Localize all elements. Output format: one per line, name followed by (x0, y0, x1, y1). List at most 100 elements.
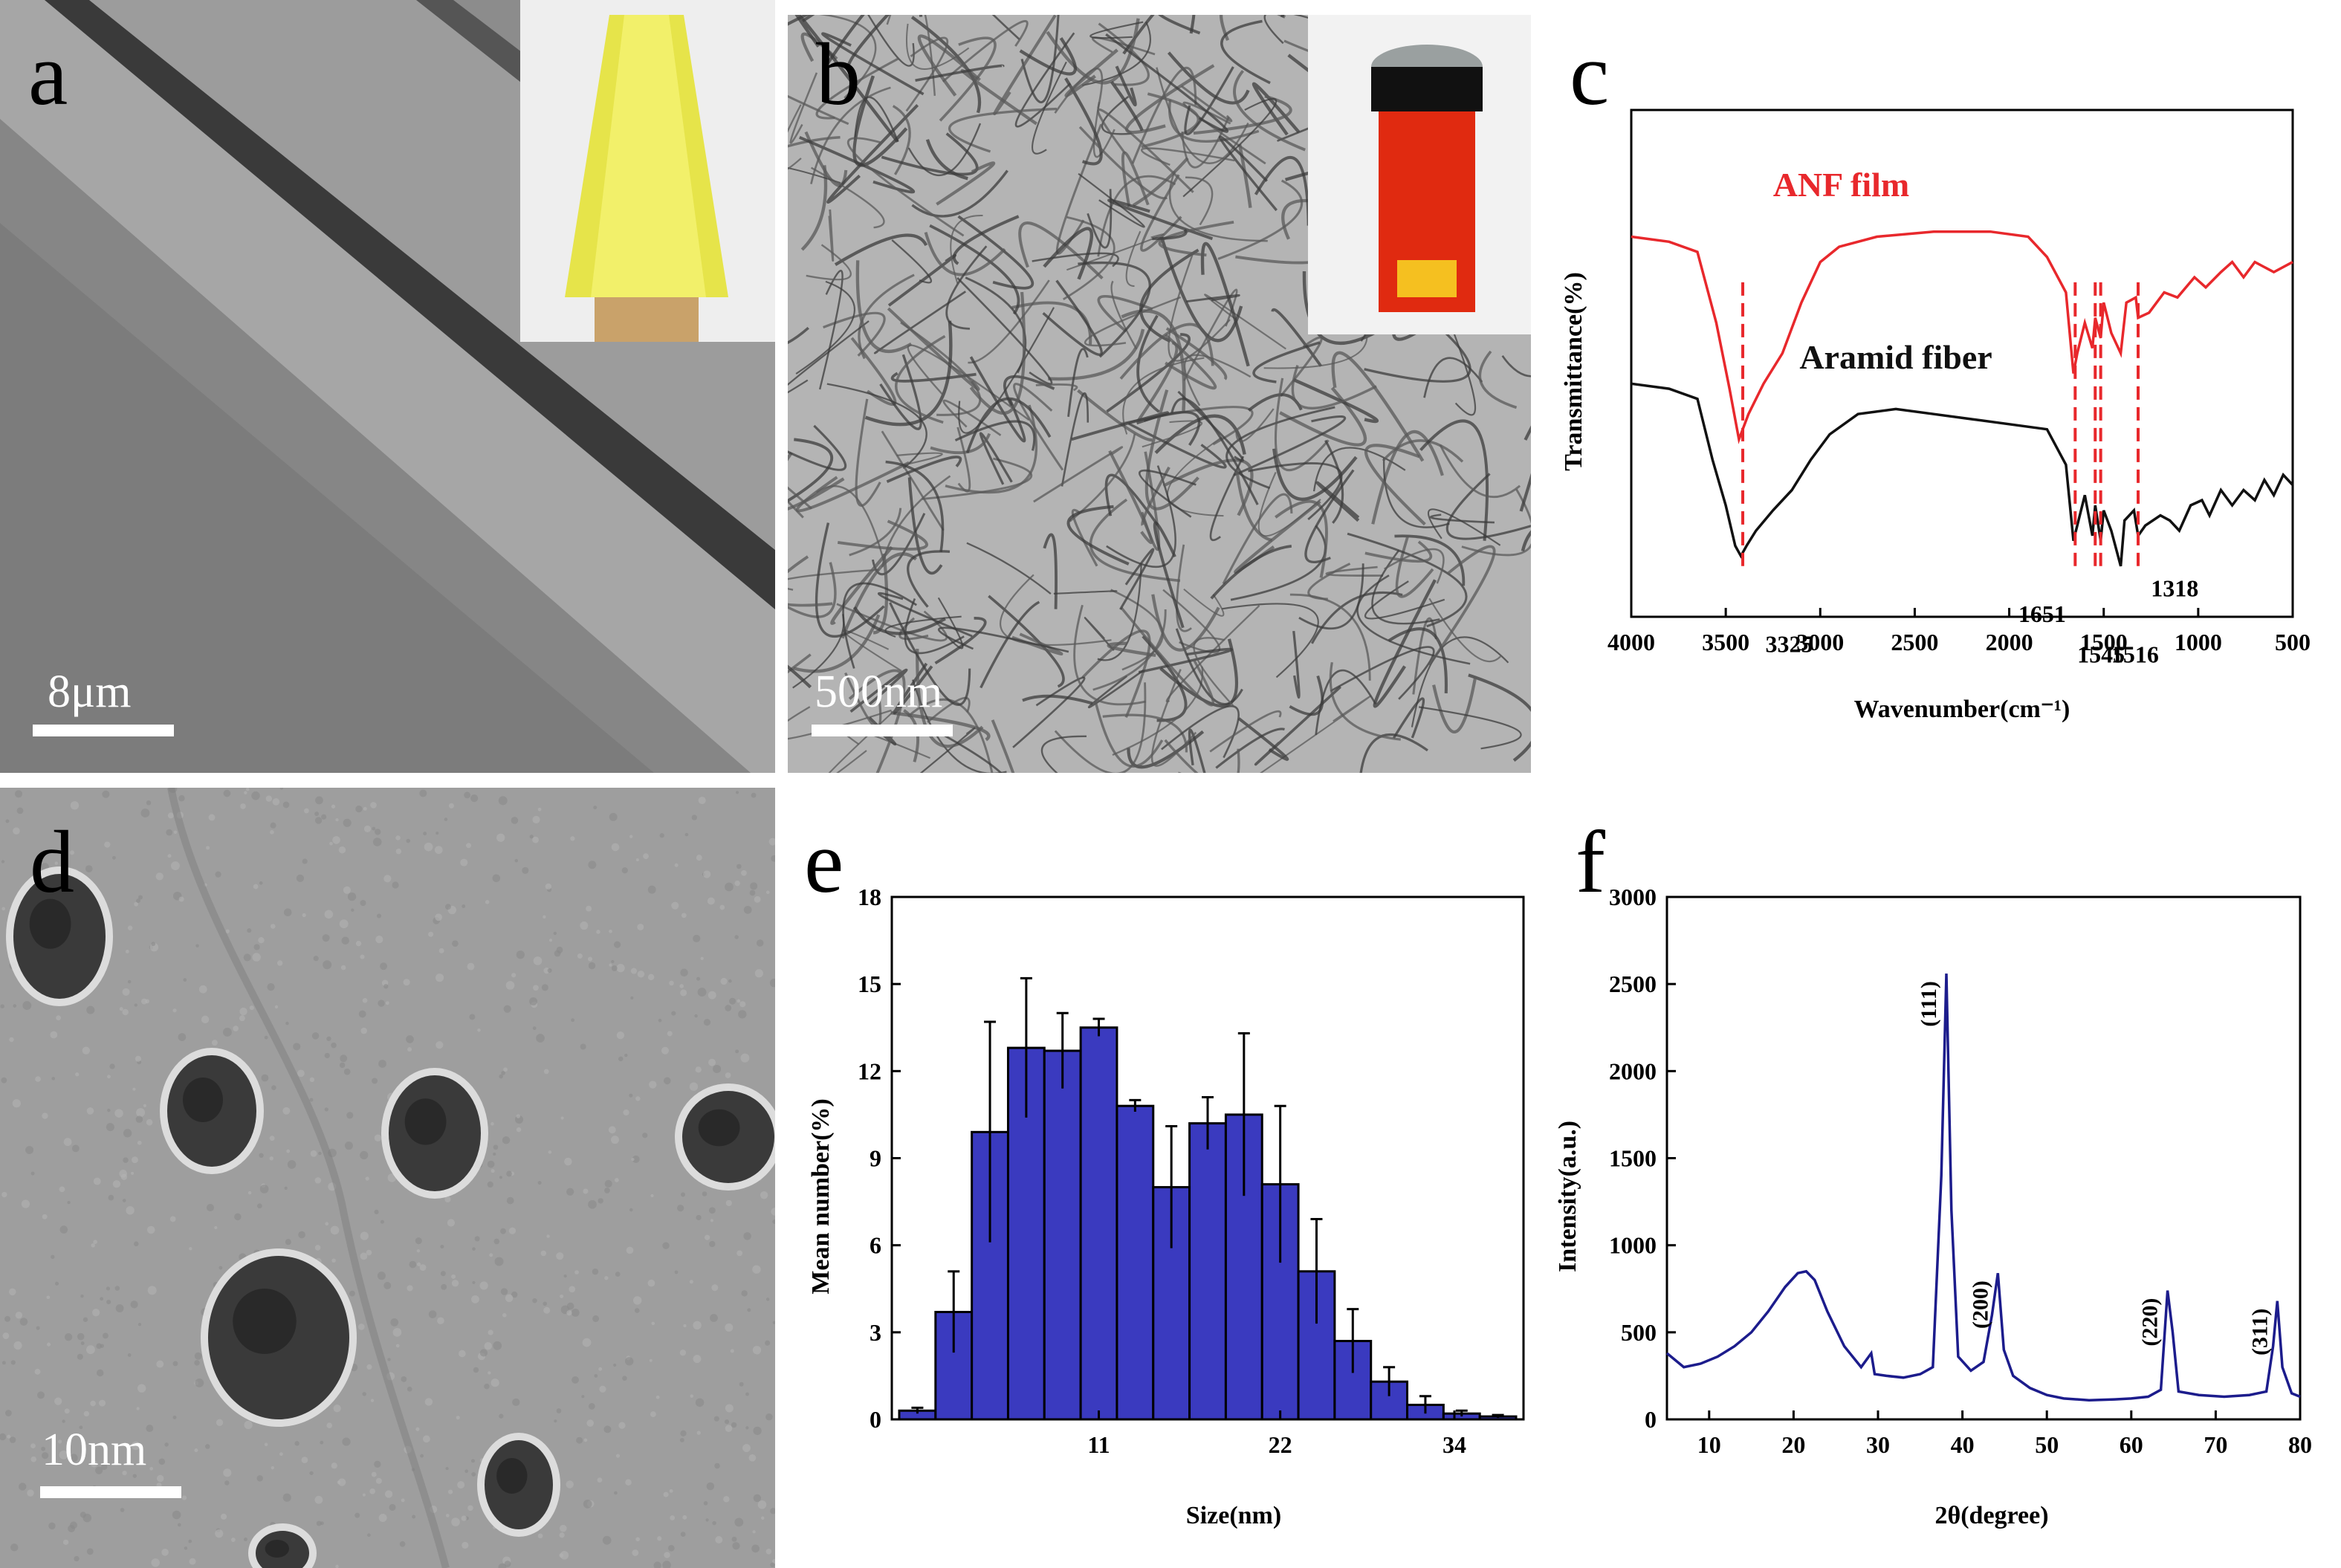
background-grain (146, 800, 152, 806)
nanofiber-strand (1063, 216, 1116, 300)
background-grain (71, 1144, 80, 1153)
background-grain (183, 978, 187, 982)
nanofiber-strand (1252, 341, 1321, 383)
background-grain (214, 1225, 218, 1230)
background-grain (506, 1196, 514, 1205)
nanofiber-strand (1084, 296, 1182, 347)
background-grain (566, 1302, 574, 1310)
background-grain (27, 1489, 34, 1497)
nanofiber-strand (800, 165, 828, 251)
background-grain (271, 1465, 274, 1470)
nanofiber-strand (1412, 617, 1437, 695)
nanofiber-strand (1260, 695, 1371, 773)
histogram-bar (1188, 1122, 1227, 1421)
background-grain (48, 1522, 56, 1530)
nanofiber-strand (924, 232, 1006, 276)
background-grain (106, 1299, 111, 1305)
nanofiber-strand (939, 36, 997, 122)
background-grain (583, 1438, 588, 1442)
y-tick-label: 3 (870, 1319, 881, 1346)
plot-frame (1665, 895, 2302, 1421)
nanofiber-strand (1156, 67, 1249, 164)
background-grain (629, 1208, 633, 1212)
nanofiber-strand (788, 653, 812, 674)
background-grain (752, 1530, 756, 1534)
background-grain (252, 953, 261, 962)
nanofiber-strand (1119, 548, 1155, 610)
background-grain (303, 808, 309, 814)
nanofiber-strand (1158, 15, 1201, 35)
background-grain (695, 1398, 705, 1407)
nanofiber-strand (1168, 99, 1260, 143)
background-grain (1, 860, 5, 864)
background-grain (64, 1332, 73, 1341)
y-tick-label: 18 (858, 884, 881, 910)
background-grain (286, 1149, 291, 1153)
nanofiber-strand (1043, 533, 1058, 609)
background-grain (543, 1306, 551, 1314)
x-tick-label: 1000 (2175, 629, 2222, 655)
background-grain (137, 895, 143, 900)
background-grain (371, 1471, 377, 1477)
background-grain (445, 1514, 450, 1517)
x-tick-label: 3500 (1702, 629, 1749, 655)
background-grain (743, 1232, 751, 1240)
background-grain (267, 982, 275, 991)
background-grain (725, 1425, 733, 1432)
background-grain (86, 1005, 95, 1014)
background-grain (220, 1513, 227, 1520)
background-grain (298, 1231, 305, 1239)
nanofiber-strand (788, 568, 879, 591)
nanofiber-strand (927, 696, 971, 724)
nanofiber-strand (1461, 488, 1531, 557)
nanofiber-strand (855, 398, 881, 507)
background-grain (130, 1300, 138, 1309)
background-grain (335, 1564, 339, 1568)
background-grain (760, 1191, 768, 1199)
nanofiber-strand (917, 34, 981, 97)
background-grain (415, 1427, 420, 1431)
background-grain (315, 796, 323, 805)
background-grain (696, 1214, 702, 1221)
series-line (1631, 382, 2294, 567)
background-grain (473, 1367, 479, 1373)
background-grain (42, 1214, 48, 1219)
background-grain (736, 1250, 743, 1257)
background-grain (41, 1446, 46, 1451)
background-grain (270, 924, 276, 929)
nanofiber-strand (1012, 676, 1086, 748)
background-grain (106, 1286, 110, 1291)
background-grain (472, 1280, 476, 1284)
background-grain (343, 1068, 351, 1075)
nanofiber-strand (879, 354, 922, 430)
nanofiber-strand (804, 131, 848, 187)
background-grain (546, 1234, 550, 1238)
background-grain (500, 1228, 506, 1234)
panel-letter-a: a (28, 25, 68, 123)
x-tick-label: 34 (1443, 1431, 1466, 1458)
nanofiber-strand (1097, 294, 1153, 333)
panel-e-histogram-chart: e Mean number(%) Size(nm) 0 3 6 9 12 15 18 11 22… (788, 788, 1538, 1568)
nanofiber-strand (864, 320, 953, 427)
background-grain (223, 789, 231, 797)
background-grain (309, 1471, 314, 1476)
background-grain (602, 1535, 612, 1545)
nanofiber-strand (919, 727, 976, 773)
background-grain (172, 1008, 177, 1013)
background-grain (484, 1342, 492, 1350)
background-grain (251, 791, 260, 800)
background-grain (734, 880, 740, 887)
background-grain (642, 1133, 648, 1138)
nanofiber-strand (1233, 70, 1306, 152)
nanofiber-strand (788, 451, 845, 511)
background-grain (390, 1318, 399, 1326)
background-grain (603, 1425, 612, 1433)
nanofiber-strand (1168, 251, 1231, 362)
nanofiber-strand (1048, 328, 1145, 381)
background-grain (732, 1542, 740, 1550)
background-grain (609, 930, 612, 933)
nanofiber-strand (1064, 48, 1118, 97)
background-grain (730, 1349, 734, 1353)
background-grain (588, 1199, 597, 1209)
nanofiber-strand (1289, 593, 1371, 681)
